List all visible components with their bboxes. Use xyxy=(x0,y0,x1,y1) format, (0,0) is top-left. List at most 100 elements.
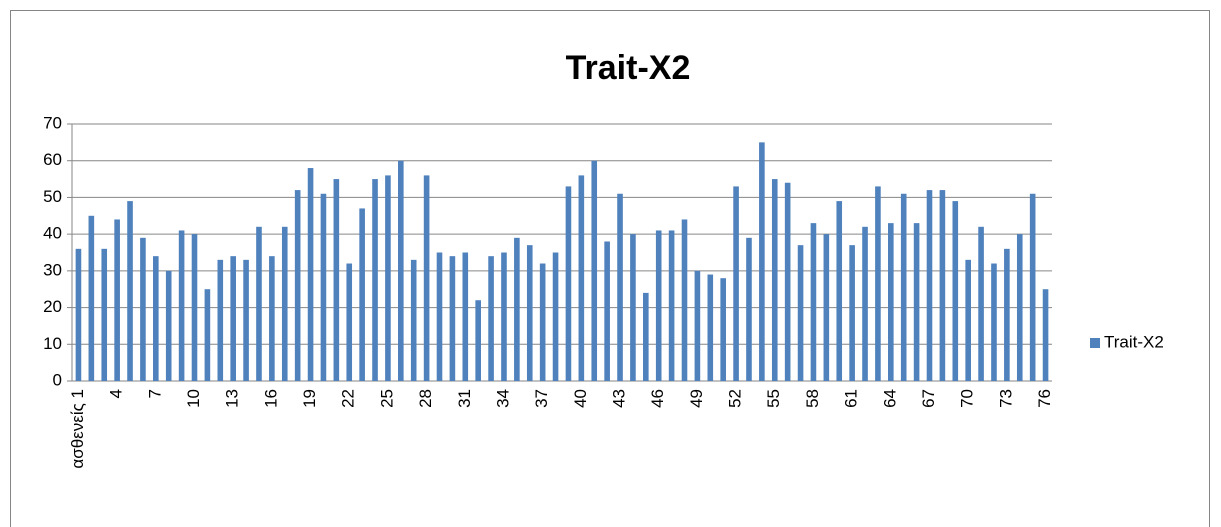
x-tick-label: 25 xyxy=(377,389,396,408)
bar xyxy=(965,259,971,381)
x-tick-label: 46 xyxy=(648,389,667,408)
bar xyxy=(668,230,675,381)
y-tick-label: 50 xyxy=(43,187,62,206)
bar xyxy=(140,237,146,381)
bar xyxy=(178,230,185,381)
x-tick-label: 64 xyxy=(880,389,899,408)
bar xyxy=(539,263,546,381)
bar xyxy=(101,248,108,381)
x-tick-label: 22 xyxy=(339,389,358,408)
bar xyxy=(294,190,301,381)
bar xyxy=(204,289,211,381)
bar xyxy=(385,175,391,381)
bar xyxy=(307,168,314,381)
x-tick-label: ασθενείς 1 xyxy=(68,389,87,469)
bar xyxy=(514,237,520,381)
bar xyxy=(423,175,430,381)
bar xyxy=(591,160,598,381)
bar xyxy=(436,252,443,381)
x-tick-label: 55 xyxy=(764,389,783,408)
x-tick-label: 10 xyxy=(184,389,203,408)
bar xyxy=(862,226,868,381)
bar xyxy=(926,190,933,381)
bar xyxy=(359,208,365,381)
bar xyxy=(888,223,894,381)
bar xyxy=(475,300,481,381)
y-tick-label: 10 xyxy=(43,334,62,353)
bar xyxy=(604,241,610,381)
bar xyxy=(759,142,765,381)
bar xyxy=(1004,248,1010,381)
bar xyxy=(501,252,507,381)
bar xyxy=(75,248,82,381)
bar xyxy=(655,230,662,381)
bar xyxy=(230,256,236,381)
bar xyxy=(694,270,701,381)
bar xyxy=(797,245,804,381)
bar xyxy=(462,252,469,381)
bar xyxy=(552,252,559,381)
y-tick-label: 60 xyxy=(43,150,62,169)
x-tick-label: 37 xyxy=(532,389,551,408)
x-tick-label: 13 xyxy=(223,389,242,408)
bar xyxy=(488,256,494,381)
bar xyxy=(165,270,172,381)
x-tick-label: 19 xyxy=(300,389,319,408)
y-tick-label: 0 xyxy=(53,370,62,389)
x-tick-label: 52 xyxy=(726,389,745,408)
bar xyxy=(410,259,417,381)
x-tick-label: 73 xyxy=(996,389,1015,408)
bar xyxy=(913,223,920,381)
bar xyxy=(153,256,159,381)
chart-border xyxy=(10,10,1210,527)
x-tick-label: 28 xyxy=(416,389,435,408)
bar xyxy=(346,263,353,381)
bar xyxy=(836,201,843,381)
bar xyxy=(578,175,585,381)
bar xyxy=(681,219,688,381)
bar xyxy=(372,179,378,381)
bar xyxy=(823,234,830,381)
x-tick-label: 4 xyxy=(107,389,126,398)
y-tick-label: 40 xyxy=(43,224,62,243)
bar xyxy=(398,160,404,381)
bar xyxy=(939,190,946,381)
bar xyxy=(243,259,249,381)
bar xyxy=(900,193,907,381)
y-tick-label: 20 xyxy=(43,297,62,316)
x-tick-label: 7 xyxy=(145,389,164,398)
x-tick-label: 70 xyxy=(958,389,977,408)
bar xyxy=(333,179,340,381)
x-tick-label: 34 xyxy=(493,389,512,408)
bar xyxy=(127,201,133,381)
bar xyxy=(849,245,855,381)
chart-title: Trait-X2 xyxy=(566,49,691,87)
bar xyxy=(1042,289,1049,381)
bar xyxy=(771,179,778,381)
x-tick-label: 49 xyxy=(687,389,706,408)
x-tick-label: 67 xyxy=(919,389,938,408)
bar xyxy=(191,234,198,381)
bar xyxy=(630,234,636,381)
bar xyxy=(281,226,288,381)
bar xyxy=(991,263,997,381)
bar xyxy=(707,274,714,381)
bar xyxy=(1029,193,1036,381)
y-tick-label: 70 xyxy=(43,113,62,132)
bar xyxy=(784,182,791,381)
x-tick-label: 43 xyxy=(610,389,629,408)
bar xyxy=(1016,234,1023,381)
bar xyxy=(746,237,752,381)
legend-label: Trait-X2 xyxy=(1104,332,1164,351)
bar xyxy=(88,215,95,381)
x-tick-label: 16 xyxy=(261,389,280,408)
legend-swatch xyxy=(1090,338,1100,348)
x-tick-label: 76 xyxy=(1035,389,1054,408)
bar xyxy=(449,256,456,381)
bar xyxy=(643,292,649,381)
bar xyxy=(810,223,817,381)
bar xyxy=(114,219,120,381)
y-tick-label: 30 xyxy=(43,260,62,279)
bar xyxy=(875,186,881,381)
